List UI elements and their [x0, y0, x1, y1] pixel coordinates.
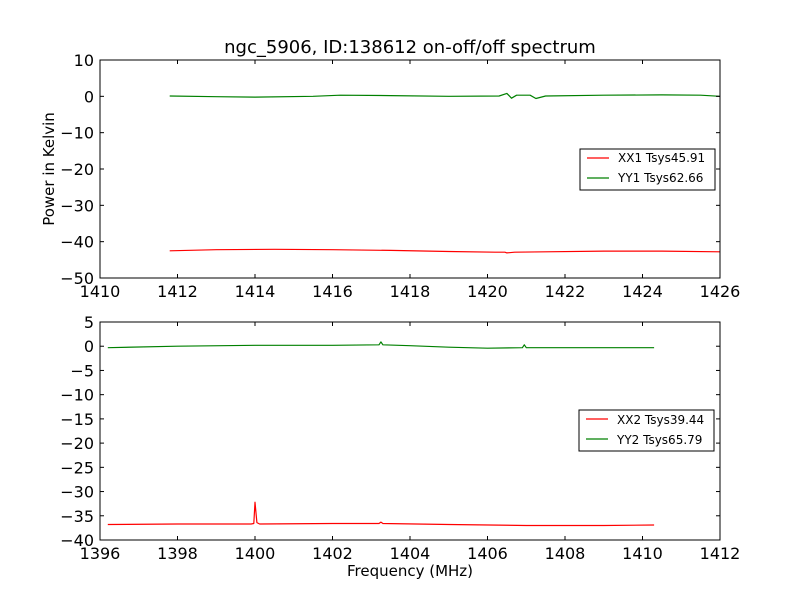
bottom-series-line-yy: [107, 341, 655, 349]
top-y-tick-label: −10: [60, 124, 94, 143]
top-legend-label-xx1: XX1 Tsys45.91: [618, 151, 705, 165]
bottom-x-tick-label: 1396: [80, 544, 121, 563]
top-y-tick-label: −20: [60, 160, 94, 179]
bottom-y-tick-label: −30: [60, 483, 94, 502]
top-x-tick-label: 1412: [157, 282, 198, 301]
bottom-legend: XX2 Tsys39.44 YY2 Tsys65.79: [578, 409, 715, 452]
top-x-tick-label: 1426: [700, 282, 741, 301]
top-y-tick-label: 0: [84, 87, 94, 106]
bottom-x-ticks: 1396 1398 1400 1402 1404 1406 1408 1410 1412: [80, 322, 741, 563]
bottom-y-tick-label: 5: [84, 313, 94, 332]
bottom-y-ticks: 5 0 −5 −10 −15 −20 −25 −30 −35 −40: [60, 313, 720, 550]
bottom-legend-label-xx2: XX2 Tsys39.44: [617, 413, 704, 427]
bottom-y-tick-label: −15: [60, 410, 94, 429]
top-y-tick-label: −30: [60, 196, 94, 215]
top-legend-label-yy1: YY1 Tsys62.66: [617, 171, 703, 185]
bottom-x-tick-label: 1398: [157, 544, 198, 563]
bottom-x-tick-label: 1404: [390, 544, 431, 563]
top-plot-frame: [99, 59, 721, 279]
bottom-series-line-xx: [107, 501, 655, 527]
top-y-tick-label: −50: [60, 269, 94, 288]
bottom-x-tick-label: 1402: [312, 544, 353, 563]
bottom-subplot: 1396 1398 1400 1402 1404 1406 1408 1410 1412 5 0 −…: [60, 313, 740, 580]
bottom-y-tick-label: −35: [60, 507, 94, 526]
top-series-line-yy: [169, 92, 721, 100]
chart-title: ngc_5906, ID:138612 on-off/off spectrum: [224, 37, 596, 58]
bottom-legend-box: [578, 409, 715, 452]
bottom-series-layer: [107, 341, 655, 527]
top-series-layer: [169, 92, 721, 254]
bottom-x-tick-label: 1406: [467, 544, 508, 563]
bottom-x-tick-label: 1410: [622, 544, 663, 563]
top-x-tick-label: 1418: [390, 282, 431, 301]
bottom-x-tick-label: 1400: [235, 544, 276, 563]
top-y-tick-label: −40: [60, 233, 94, 252]
bottom-y-tick-label: −40: [60, 531, 94, 550]
top-y-axis-label: Power in Kelvin: [40, 112, 58, 226]
top-x-tick-label: 1416: [312, 282, 353, 301]
top-subplot: 1410 1412 1414 1416 1418 1420 1422 1424 1426 10 0…: [40, 51, 740, 301]
bottom-x-tick-label: 1408: [545, 544, 586, 563]
bottom-plot-frame: [99, 321, 721, 541]
bottom-y-tick-label: −20: [60, 434, 94, 453]
bottom-y-tick-label: −25: [60, 458, 94, 477]
bottom-legend-label-yy2: YY2 Tsys65.79: [616, 433, 702, 447]
top-x-tick-label: 1410: [80, 282, 121, 301]
top-x-tick-label: 1422: [545, 282, 586, 301]
top-series-line-xx: [169, 248, 721, 254]
bottom-x-tick-label: 1412: [700, 544, 741, 563]
top-legend: XX1 Tsys45.91 YY1 Tsys62.66: [579, 148, 716, 191]
top-x-tick-label: 1424: [622, 282, 663, 301]
bottom-x-axis-label: Frequency (MHz): [347, 562, 473, 580]
bottom-y-tick-label: 0: [84, 337, 94, 356]
top-y-ticks: 10 0 −10 −20 −30 −40 −50: [60, 51, 720, 288]
bottom-y-tick-label: −10: [60, 386, 94, 405]
top-x-tick-label: 1414: [235, 282, 276, 301]
top-legend-box: [579, 148, 716, 191]
top-x-tick-label: 1420: [467, 282, 508, 301]
top-x-ticks: 1410 1412 1414 1416 1418 1420 1422 1424 1426: [80, 60, 741, 301]
top-y-tick-label: 10: [74, 51, 94, 70]
bottom-y-tick-label: −5: [70, 361, 94, 380]
